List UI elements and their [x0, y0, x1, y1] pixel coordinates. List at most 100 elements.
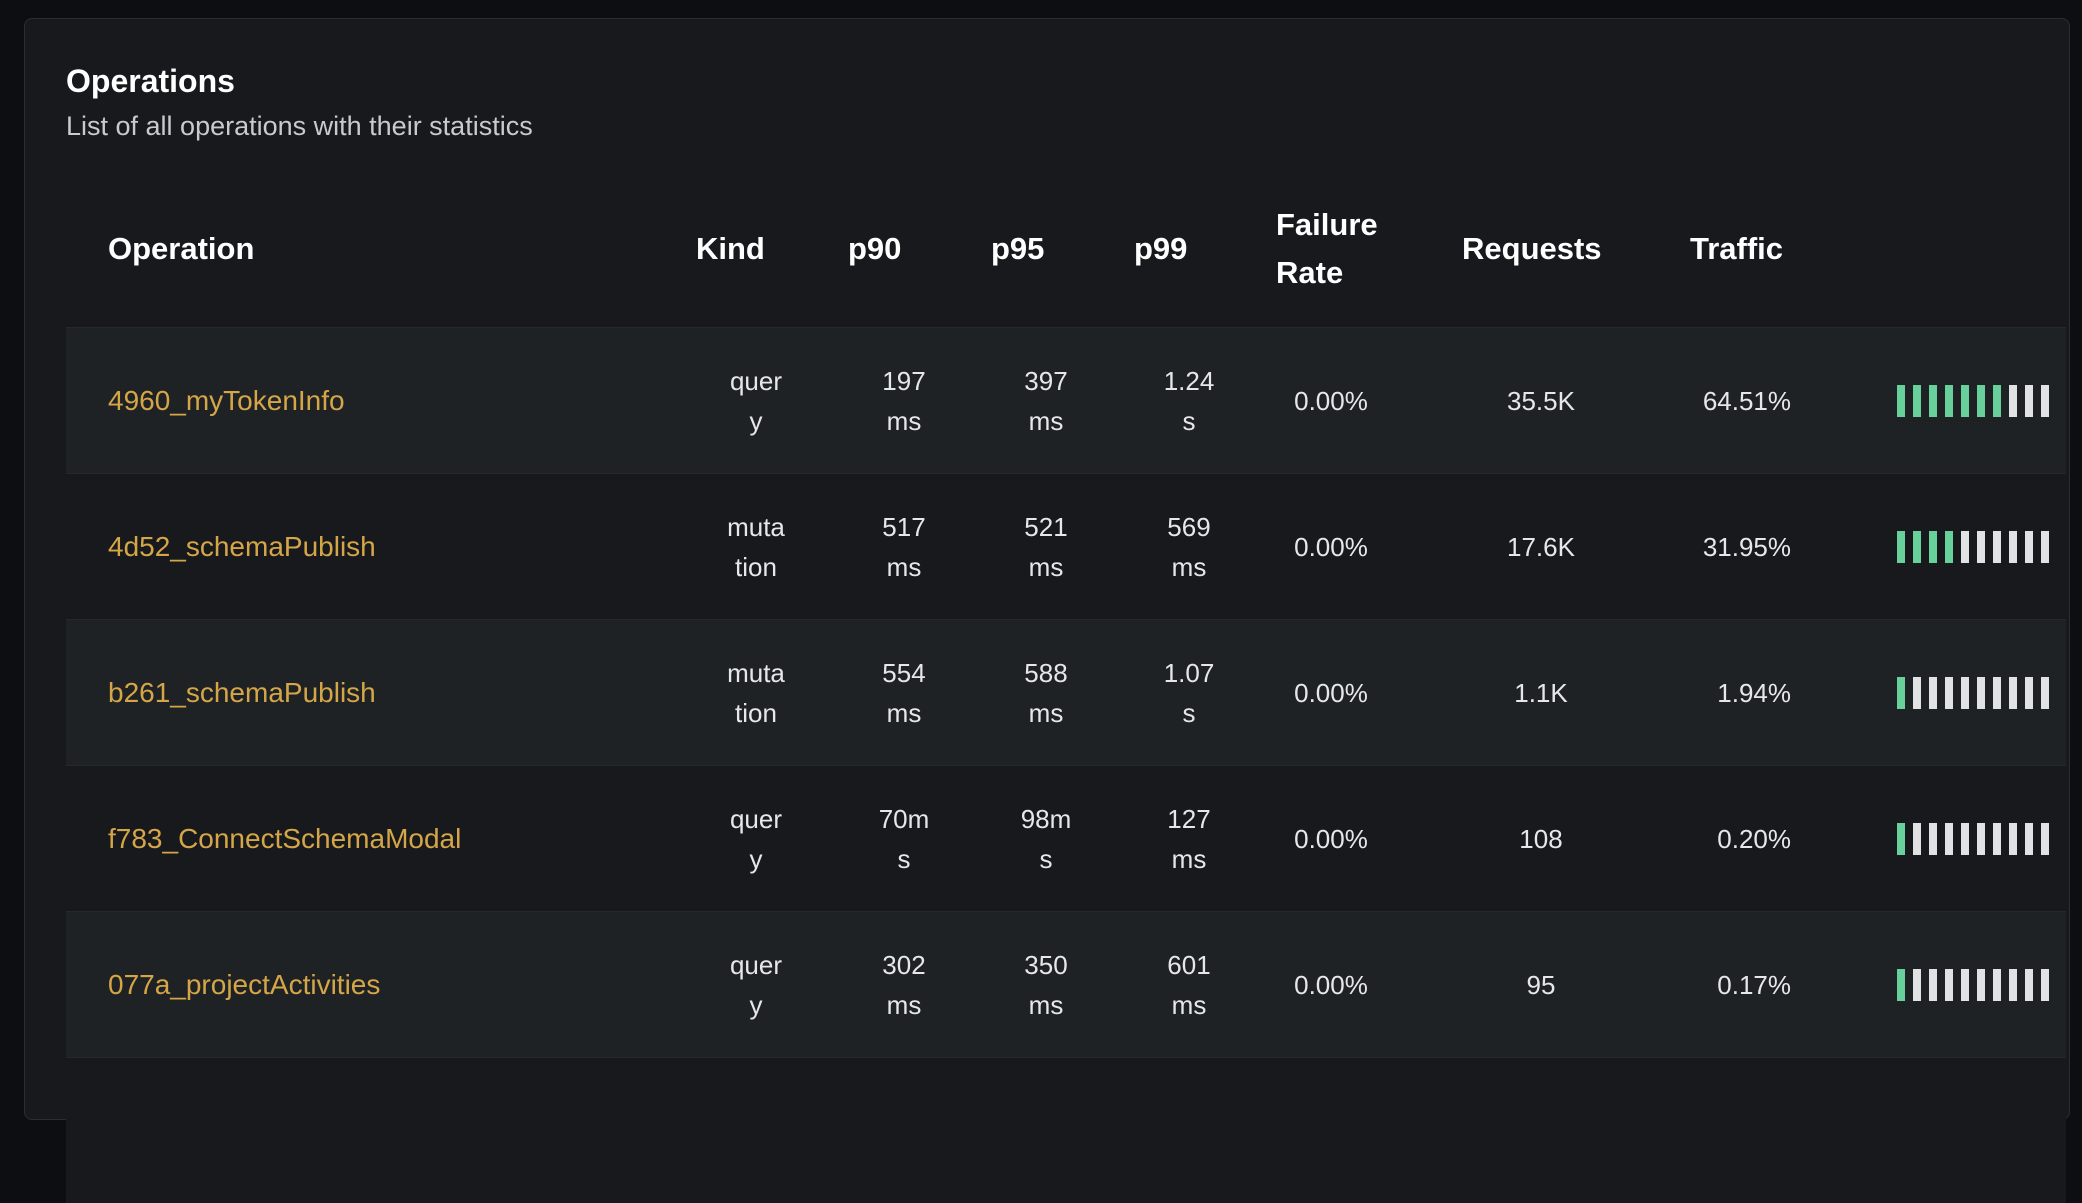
table-row[interactable]: 4960_myTokenInfo query 197 ms 397 ms 1.2…: [66, 327, 2066, 473]
traffic-bar-segment: [1929, 968, 1937, 1001]
traffic-bar-segment: [2041, 530, 2049, 563]
header-requests[interactable]: Requests: [1462, 231, 1602, 266]
operation-name-link[interactable]: 077a_projectActivities: [108, 968, 381, 1000]
table-row[interactable]: f783_ConnectSchemaModal query 70ms 98ms …: [66, 765, 2066, 911]
traffic-cell: 1.94%: [1717, 677, 1791, 708]
traffic-bar-segment: [1897, 384, 1905, 417]
traffic-bar-segment: [1961, 530, 1969, 563]
p90-cell: 70ms: [878, 803, 930, 874]
header-traffic[interactable]: Traffic: [1690, 231, 1784, 266]
traffic-bar-segment: [2009, 676, 2017, 709]
traffic-bar-segment: [2025, 530, 2033, 563]
p90-cell: 197 ms: [882, 365, 926, 436]
failure-rate-cell: 0.00%: [1294, 531, 1368, 562]
traffic-bar-segment: [1897, 530, 1905, 563]
kind-cell: query: [729, 949, 783, 1020]
header-p95[interactable]: p95: [991, 231, 1045, 266]
traffic-bar-segment: [1945, 968, 1953, 1001]
header-p99[interactable]: p99: [1134, 231, 1188, 266]
p95-cell: 397 ms: [1024, 365, 1068, 436]
traffic-bar-segment: [1961, 676, 1969, 709]
traffic-bar-segment: [1913, 968, 1921, 1001]
kind-cell: mutation: [727, 657, 785, 728]
operations-card: Operations List of all operations with t…: [24, 18, 2070, 1203]
table-row[interactable]: b261_schemaPublish mutation 554 ms 588 m…: [66, 619, 2066, 765]
kind-cell: query: [729, 365, 783, 436]
failure-rate-cell: 0.00%: [1294, 969, 1368, 1000]
traffic-bar-segment: [1993, 968, 2001, 1001]
card-subtitle: List of all operations with their statis…: [66, 111, 533, 141]
table-row[interactable]: [66, 1057, 2066, 1203]
traffic-bar-segment: [1977, 676, 1985, 709]
p99-cell: 1.24 s: [1163, 365, 1215, 436]
traffic-bar-segment: [1913, 822, 1921, 855]
traffic-bar-segment: [1945, 384, 1953, 417]
traffic-bar-segment: [1977, 384, 1985, 417]
traffic-cell: 0.17%: [1717, 969, 1791, 1000]
kind-cell: query: [729, 803, 783, 874]
traffic-bar-segment: [1913, 676, 1921, 709]
traffic-bar-segment: [2009, 822, 2017, 855]
traffic-bar-segment: [2009, 530, 2017, 563]
traffic-bar-segment: [2025, 384, 2033, 417]
traffic-bar-meter: [1897, 620, 2049, 765]
traffic-bar-segment: [2041, 968, 2049, 1001]
operation-name-link[interactable]: b261_schemaPublish: [108, 676, 376, 708]
traffic-bar-segment: [1897, 676, 1905, 709]
traffic-bar-segment: [1913, 384, 1921, 417]
traffic-bar-segment: [1913, 530, 1921, 563]
operation-name-link[interactable]: 4d52_schemaPublish: [108, 530, 376, 562]
requests-cell: 95: [1526, 969, 1556, 1000]
p90-cell: 517 ms: [882, 511, 926, 582]
operation-name-link[interactable]: f783_ConnectSchemaModal: [108, 822, 462, 854]
traffic-bar-meter: [1897, 474, 2049, 619]
p90-cell: 554 ms: [882, 657, 926, 728]
p95-cell: 350 ms: [1024, 949, 1068, 1020]
p90-cell: 302 ms: [882, 949, 926, 1020]
table-row[interactable]: 077a_projectActivities query 302 ms 350 …: [66, 911, 2066, 1057]
p95-cell: 98ms: [1020, 803, 1072, 874]
operation-name-link[interactable]: 4960_myTokenInfo: [108, 384, 345, 416]
traffic-bar-segment: [1929, 384, 1937, 417]
traffic-bar-segment: [1929, 676, 1937, 709]
traffic-bar-segment: [2025, 676, 2033, 709]
traffic-bar-segment: [1945, 676, 1953, 709]
traffic-bar-segment: [1961, 384, 1969, 417]
traffic-bar-segment: [1929, 822, 1937, 855]
requests-cell: 17.6K: [1507, 531, 1575, 562]
traffic-bar-segment: [2041, 822, 2049, 855]
traffic-bar-meter: [1897, 912, 2049, 1057]
header-operation[interactable]: Operation: [108, 231, 255, 266]
traffic-bar-segment: [1993, 530, 2001, 563]
failure-rate-cell: 0.00%: [1294, 385, 1368, 416]
requests-cell: 35.5K: [1507, 385, 1575, 416]
traffic-bar-segment: [2009, 384, 2017, 417]
table-row[interactable]: 4d52_schemaPublish mutation 517 ms 521 m…: [66, 473, 2066, 619]
p99-cell: 127 ms: [1167, 803, 1211, 874]
traffic-bar-segment: [1977, 822, 1985, 855]
traffic-bar-segment: [2009, 968, 2017, 1001]
failure-rate-cell: 0.00%: [1294, 677, 1368, 708]
traffic-cell: 31.95%: [1702, 531, 1791, 562]
failure-rate-cell: 0.00%: [1294, 823, 1368, 854]
traffic-bar-meter: [1897, 766, 2049, 911]
traffic-bar-segment: [1929, 530, 1937, 563]
header-kind[interactable]: Kind: [696, 231, 765, 266]
requests-cell: 108: [1519, 823, 1563, 854]
traffic-bar-segment: [1961, 822, 1969, 855]
traffic-bar-segment: [1993, 676, 2001, 709]
traffic-bar-segment: [1977, 968, 1985, 1001]
traffic-bar-segment: [1993, 822, 2001, 855]
p99-cell: 1.07 s: [1163, 657, 1215, 728]
p95-cell: 588 ms: [1024, 657, 1068, 728]
traffic-bar-segment: [2025, 822, 2033, 855]
header-p90[interactable]: p90: [848, 231, 902, 266]
header-failure-rate[interactable]: Failure Rate: [1276, 207, 1378, 290]
traffic-bar-segment: [1993, 384, 2001, 417]
p95-cell: 521 ms: [1024, 511, 1068, 582]
traffic-bar-segment: [2041, 676, 2049, 709]
traffic-bar-segment: [1961, 968, 1969, 1001]
traffic-cell: 0.20%: [1717, 823, 1791, 854]
kind-cell: mutation: [727, 511, 785, 582]
operations-table: Operation Kind p90 p95 p99 Failure Rate …: [66, 179, 2066, 1203]
